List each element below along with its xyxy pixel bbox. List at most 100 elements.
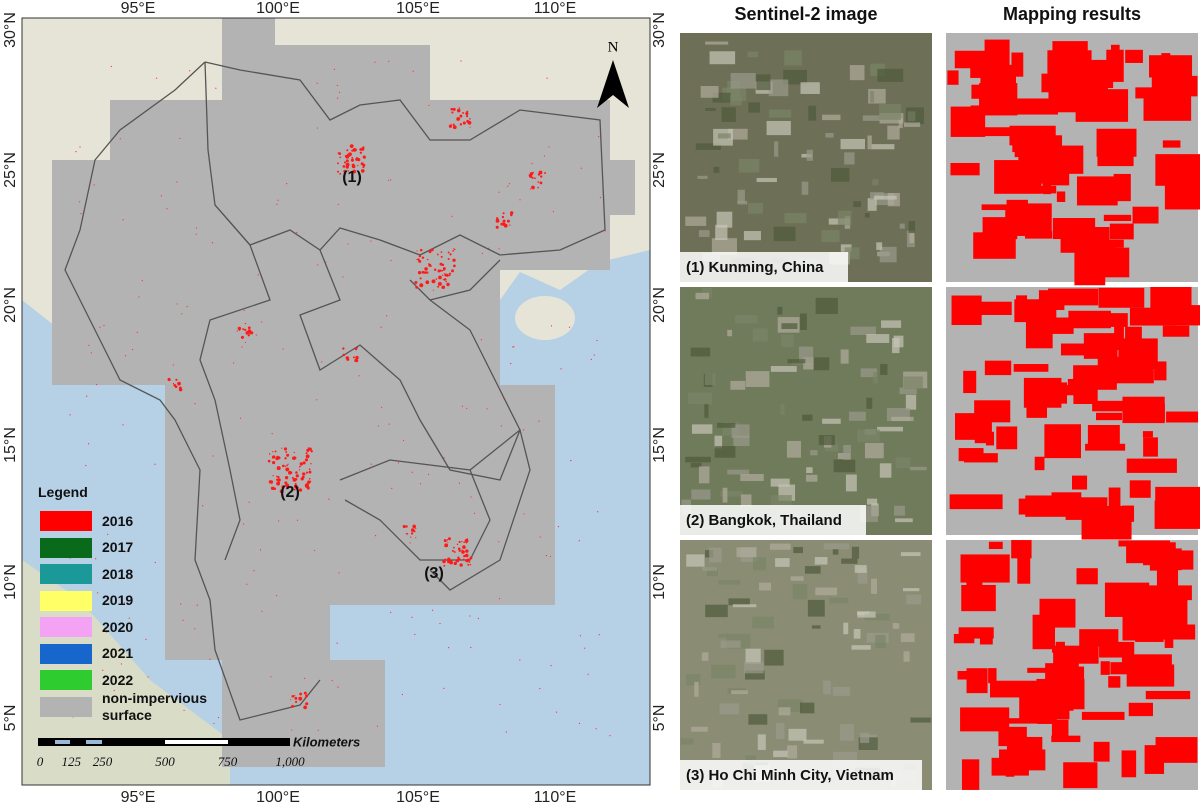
urban-dot [421,256,425,259]
longitude-label: 95°E [121,0,156,17]
urban-dot [570,460,572,462]
image-texture [854,565,867,573]
urban-dot [362,155,366,159]
urban-dot [435,278,438,280]
urban-dot [507,185,509,187]
urban-dot [306,486,310,490]
caption-box [680,505,866,535]
image-texture [800,82,820,94]
urban-dot [467,120,472,125]
urban-dot [357,158,361,162]
urban-dot [417,271,422,275]
image-texture [792,584,808,600]
impervious-patch [1108,676,1121,688]
scale-bar-segment [55,740,70,744]
urban-dot [177,381,181,386]
image-texture [877,68,904,82]
urban-dot [355,355,359,360]
impervious-patch [1085,443,1126,451]
image-texture [840,349,849,364]
image-texture [717,422,736,428]
image-texture [783,69,807,85]
urban-dot [342,353,346,357]
urban-dot [502,219,506,223]
image-texture [843,444,851,460]
urban-dot [450,123,452,125]
scale-tick-label: 125 [62,754,82,769]
urban-dot [451,111,454,114]
impervious-patch [1142,431,1153,438]
urban-dot [451,269,455,273]
impervious-patch [982,217,1018,240]
image-texture [685,216,707,226]
impervious-patch [988,541,1003,550]
image-texture [864,442,884,459]
urban-dot [442,279,444,281]
impervious-patch [947,70,959,85]
urban-dot [86,395,88,397]
urban-dot [299,465,301,468]
urban-dot [275,475,278,478]
urban-dot [463,541,465,544]
impervious-patch [1155,154,1200,186]
urban-dot [390,611,392,613]
urban-dot [141,280,143,282]
panel-header: Sentinel-2 image [734,4,877,24]
image-texture [814,557,828,565]
image-texture [686,674,701,686]
urban-dot [470,556,473,559]
impervious-patch [1051,735,1081,743]
urban-dot [345,159,349,163]
urban-dot [155,77,158,79]
border [199,204,271,561]
longitude-label: 100°E [256,0,300,17]
urban-dot [447,257,450,260]
urban-dot [470,646,472,649]
latitude-label: 10°N [651,564,668,600]
urban-dot [291,729,293,731]
urban-dot [352,169,357,174]
urban-dot [462,558,465,561]
urban-dot [455,559,459,563]
urban-dot [510,211,514,215]
urban-dot [288,471,292,475]
urban-dot [147,714,149,717]
urban-dot [293,484,298,489]
image-texture [802,414,813,421]
urban-dot [308,468,311,471]
urban-dot [242,523,245,525]
urban-dot [337,162,339,165]
urban-dot [416,250,418,252]
urban-dot [539,687,541,690]
image-texture [805,474,818,482]
impervious-patch [1076,568,1098,585]
image-texture [903,588,920,592]
legend-swatch [40,643,92,664]
map-frame [21,17,651,786]
image-texture [773,226,796,242]
urban-dot [257,274,259,276]
urban-dot [249,331,253,335]
urban-dot [410,532,414,535]
image-texture [891,416,914,422]
image-texture [770,478,790,487]
urban-dot [342,165,346,168]
urban-dot [339,172,342,175]
urban-dot [289,699,292,701]
impervious-patch [1109,223,1134,240]
impervious-patch [1113,173,1131,202]
urban-dot [451,215,453,217]
urban-dot [447,251,450,254]
urban-dot [283,447,288,451]
urban-dot [285,451,288,453]
urban-dot [354,359,359,363]
longitude-label: 110°E [534,789,577,806]
north-arrow [613,60,629,108]
urban-dot [432,289,434,291]
urban-dot [578,722,581,724]
image-texture [691,726,708,732]
impervious-patch [1045,663,1079,696]
urban-dot [468,561,471,563]
urban-dot [465,111,469,116]
